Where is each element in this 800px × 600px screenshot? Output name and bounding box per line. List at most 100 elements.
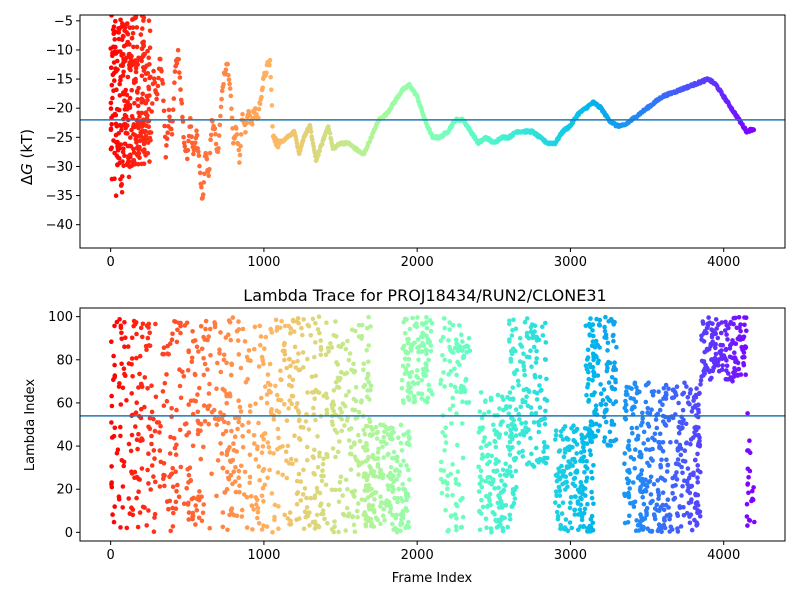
bottom-data-point	[214, 386, 219, 392]
x-tick-label: 3000	[554, 255, 587, 270]
bottom-data-point	[343, 403, 348, 409]
bottom-data-point	[220, 510, 226, 515]
bottom-data-point	[389, 430, 395, 436]
bottom-data-point	[477, 409, 483, 414]
top-data-point	[169, 126, 174, 132]
top-data-point	[293, 134, 299, 139]
bottom-data-point	[406, 397, 412, 403]
bottom-data-point	[149, 433, 154, 439]
bottom-data-point	[590, 364, 596, 370]
top-data-point	[367, 138, 373, 144]
bottom-data-point	[353, 328, 358, 334]
bottom-data-point	[378, 521, 383, 527]
bottom-data-point	[735, 360, 741, 366]
bottom-data-point	[644, 512, 649, 518]
bottom-data-point	[315, 327, 321, 332]
bottom-data-point	[321, 456, 326, 462]
bottom-data-point	[185, 467, 190, 472]
top-data-point	[259, 94, 264, 100]
bottom-data-point	[676, 430, 682, 436]
bottom-data-point	[485, 452, 491, 458]
bottom-data-point	[166, 506, 171, 512]
bottom-data-point	[631, 504, 637, 510]
bottom-data-point	[522, 319, 528, 325]
top-data-point	[231, 140, 236, 146]
bottom-data-point	[154, 420, 160, 425]
bottom-data-point	[532, 389, 537, 395]
bottom-data-point	[542, 396, 548, 402]
bottom-data-point	[668, 524, 674, 530]
top-data-point	[197, 170, 203, 176]
bottom-data-point	[606, 319, 611, 324]
bottom-data-point	[442, 479, 448, 484]
bottom-data-point	[334, 360, 339, 365]
bottom-data-point	[678, 524, 684, 529]
bottom-data-point	[109, 420, 114, 425]
bottom-data-point	[739, 344, 744, 350]
bottom-data-point	[485, 461, 490, 467]
bottom-data-point	[656, 389, 661, 395]
bottom-data-point	[560, 468, 565, 474]
x-tick-label: 4000	[707, 255, 740, 270]
bottom-data-point	[296, 410, 302, 416]
bottom-data-point	[318, 503, 323, 509]
bottom-data-point	[571, 437, 576, 443]
bottom-data-point	[120, 505, 125, 510]
bottom-data-point	[677, 504, 682, 509]
bottom-data-point	[702, 370, 707, 375]
bottom-data-point	[288, 521, 294, 527]
top-data-point	[219, 96, 224, 102]
bottom-data-point	[569, 525, 574, 531]
top-data-point	[152, 80, 158, 85]
bottom-data-point	[656, 496, 661, 502]
bottom-data-point	[460, 339, 465, 344]
bottom-data-point	[259, 395, 264, 401]
bottom-data-point	[667, 516, 672, 522]
bottom-data-point	[681, 417, 686, 423]
bottom-data-point	[359, 398, 364, 403]
bottom-data-point	[627, 513, 632, 519]
bottom-data-point	[649, 528, 655, 534]
bottom-data-point	[553, 428, 559, 434]
top-y-ticks: −40−35−30−25−20−15−10−5	[46, 14, 80, 233]
top-data-point	[186, 138, 191, 144]
bottom-data-point	[578, 524, 583, 529]
bottom-data-point	[629, 425, 635, 431]
bottom-data-point	[143, 343, 149, 349]
top-data-point	[178, 87, 183, 92]
top-data-point	[185, 147, 191, 153]
bottom-data-point	[695, 503, 701, 508]
bottom-data-point	[722, 328, 728, 333]
bottom-data-point	[510, 385, 516, 390]
bottom-data-point	[694, 520, 700, 525]
bottom-data-point	[486, 475, 491, 480]
top-data-point	[111, 138, 116, 143]
bottom-data-point	[128, 448, 134, 454]
top-data-point	[144, 93, 150, 99]
bottom-data-point	[238, 365, 244, 371]
bottom-data-point	[622, 415, 628, 421]
bottom-data-point	[375, 517, 381, 523]
bottom-data-point	[542, 416, 547, 421]
bottom-data-point	[453, 477, 459, 482]
bottom-data-point	[502, 472, 508, 478]
top-data-point	[131, 44, 136, 50]
bottom-data-point	[353, 416, 359, 421]
bottom-data-point	[378, 439, 384, 445]
bottom-data-point	[375, 450, 381, 455]
bottom-data-point	[448, 347, 453, 353]
bottom-data-point	[376, 474, 382, 480]
bottom-data-point	[344, 505, 350, 511]
bottom-data-point	[316, 314, 322, 320]
bottom-data-point	[745, 523, 750, 528]
bottom-data-point	[267, 467, 272, 473]
bottom-data-point	[345, 338, 350, 344]
bottom-data-point	[175, 482, 180, 488]
bottom-data-point	[305, 356, 310, 362]
bottom-data-point	[462, 344, 467, 350]
bottom-data-point	[526, 388, 531, 393]
bottom-data-point	[264, 400, 270, 406]
bottom-data-point	[166, 352, 171, 357]
bottom-data-point	[428, 328, 434, 334]
top-data-point	[234, 132, 240, 137]
